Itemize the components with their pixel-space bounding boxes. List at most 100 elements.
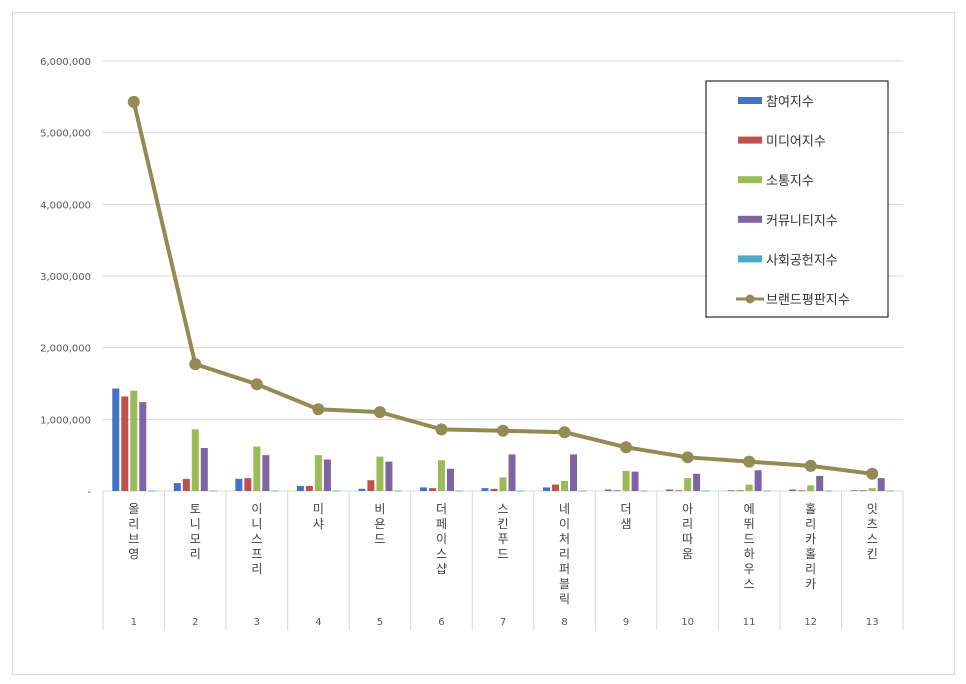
line-point	[804, 459, 817, 472]
bar	[130, 390, 138, 491]
line-point	[497, 424, 509, 437]
y-tick-label: 1,000,000	[40, 415, 91, 426]
bar	[253, 446, 261, 491]
bar	[244, 478, 252, 491]
bar	[859, 490, 867, 492]
bar	[490, 488, 498, 491]
line-point	[373, 406, 386, 419]
bar	[296, 485, 304, 491]
legend-line-marker	[745, 294, 755, 304]
category-number: 8	[561, 617, 567, 628]
line-point	[620, 441, 633, 454]
bar	[763, 490, 771, 492]
category-number: 3	[254, 617, 260, 628]
y-tick-label: 4,000,000	[40, 200, 91, 211]
legend-label: 브랜드평판지수	[766, 293, 850, 308]
bar	[631, 471, 639, 491]
bar	[789, 489, 797, 491]
bar	[825, 490, 833, 492]
bar	[543, 487, 551, 491]
category-number: 7	[500, 617, 506, 628]
line-point	[866, 467, 879, 480]
bar	[499, 477, 507, 491]
bar	[209, 490, 217, 492]
reputation-line	[127, 95, 879, 480]
line-point	[681, 451, 694, 464]
legend-label: 참여지수	[766, 95, 814, 110]
bar	[666, 489, 674, 491]
bar	[745, 484, 753, 491]
bar	[850, 490, 858, 492]
legend-swatch	[738, 215, 762, 223]
bar	[262, 455, 270, 491]
bar	[675, 490, 683, 492]
bar	[455, 490, 463, 492]
bar	[736, 490, 744, 492]
bar	[191, 429, 199, 491]
bar	[798, 490, 806, 492]
bar	[727, 490, 735, 492]
bar	[561, 480, 569, 491]
bar	[552, 484, 560, 491]
category-number: 4	[315, 617, 321, 628]
bar	[508, 454, 516, 491]
legend-label: 미디어지수	[766, 135, 826, 150]
bar	[570, 454, 578, 491]
category-number: 1	[131, 617, 137, 628]
bar	[640, 490, 648, 492]
bar	[173, 483, 181, 491]
y-tick-label: 3,000,000	[40, 272, 91, 283]
bar	[394, 490, 402, 492]
legend-swatch	[738, 176, 762, 184]
bar	[139, 402, 147, 491]
legend-box	[705, 80, 889, 318]
bar	[807, 485, 815, 491]
bar	[323, 459, 331, 491]
bar	[446, 468, 454, 491]
line-point	[743, 455, 756, 468]
bar	[579, 490, 587, 492]
bar	[613, 490, 621, 492]
bar	[517, 490, 525, 492]
line-point	[435, 423, 448, 436]
bar	[367, 480, 375, 491]
legend-label: 커뮤니티지수	[766, 214, 838, 229]
bar	[358, 488, 366, 491]
bar	[305, 485, 313, 491]
category-number: 5	[377, 617, 383, 628]
bar	[868, 488, 876, 491]
y-tick-label: 5,000,000	[40, 129, 91, 140]
legend-swatch	[738, 97, 762, 104]
bar	[200, 448, 208, 491]
bar	[886, 490, 894, 492]
bar	[437, 460, 445, 491]
bar	[816, 475, 824, 491]
bar	[332, 490, 340, 492]
bar	[622, 470, 630, 491]
line-point	[312, 403, 325, 416]
bar	[148, 490, 156, 492]
bar	[182, 478, 190, 491]
category-labels: 올 리 브 영 1 토 니 모 리 2 이 니 스 프 리 3 미 샤 4 비 욘 드 5 더 페 이 스 샵 6 스 킨 푸 드 7 네 이 처 리 퍼 블…	[128, 502, 878, 628]
category-number: 6	[438, 617, 444, 628]
y-tick-label: 2,000,000	[40, 344, 91, 355]
bar	[112, 388, 120, 491]
y-tick-label: -	[87, 487, 91, 498]
bar	[693, 473, 701, 491]
bar	[877, 478, 885, 491]
category-number: 9	[623, 617, 629, 628]
bar	[754, 470, 762, 491]
bar	[702, 490, 710, 492]
bar	[314, 455, 322, 491]
legend-swatch	[738, 255, 762, 263]
category-number: 2	[192, 617, 198, 628]
